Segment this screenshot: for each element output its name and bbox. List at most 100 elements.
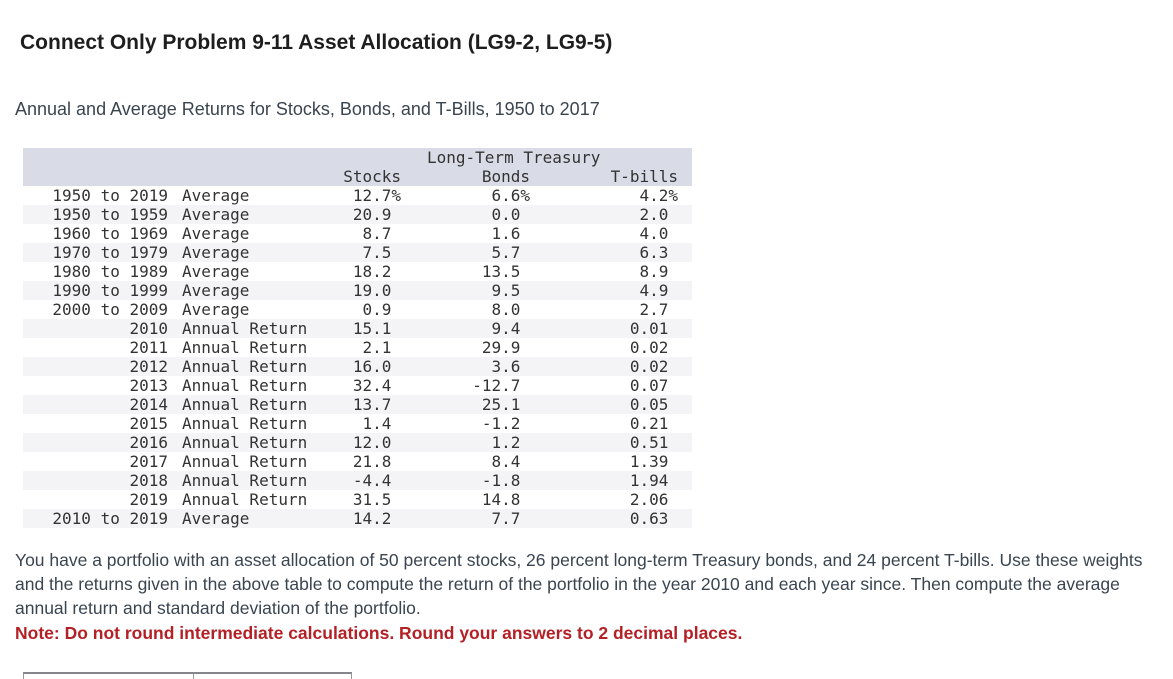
period-cell: 1980 to 1989 <box>52 262 168 281</box>
return-value-cell: 7.5 <box>362 243 392 262</box>
period-cell: 2016 <box>129 433 168 452</box>
period-cell: 2014 <box>129 395 168 414</box>
table-row: 2016 Annual Return 12.0 1.2 0.51 <box>23 433 692 452</box>
table-row: 2010 Annual Return 15.1 9.4 0.01 <box>23 319 692 338</box>
return-value-cell: 25.1 <box>481 395 521 414</box>
label-cell: Annual Return <box>182 433 308 452</box>
tbills-column-header: T-bills <box>610 167 678 186</box>
label-cell: Annual Return <box>182 452 308 471</box>
return-value-cell: 29.9 <box>481 338 521 357</box>
return-value-cell: 12.7% <box>352 186 402 205</box>
label-cell: Average <box>182 509 250 528</box>
return-value-cell: 14.8 <box>481 490 521 509</box>
table-row: 2018 Annual Return -4.4 -1.8 1.94 <box>23 471 692 490</box>
label-cell: Annual Return <box>182 395 308 414</box>
return-value-cell: -1.8 <box>481 471 521 490</box>
return-value-cell: 0.9 <box>362 300 392 319</box>
return-value-cell: 21.8 <box>352 452 392 471</box>
return-value-cell: 15.1 <box>352 319 392 338</box>
table-row: 1950 to 2019 Average 12.7% 6.6% 4.2% <box>23 186 692 205</box>
return-value-cell: 8.0 <box>491 300 521 319</box>
note-text: Note: Do not round intermediate calculat… <box>15 623 743 643</box>
label-cell: Average <box>182 224 250 243</box>
return-value-cell: 8.7 <box>362 224 392 243</box>
return-value-cell: 0.02 <box>629 338 669 357</box>
period-cell: 1990 to 1999 <box>52 281 168 300</box>
return-value-cell: -4.4 <box>352 471 392 490</box>
return-value-cell: 7.7 <box>491 509 521 528</box>
period-cell: 1960 to 1969 <box>52 224 168 243</box>
return-value-cell: 4.0 <box>639 224 669 243</box>
stocks-column-header: Stocks <box>343 167 401 186</box>
label-cell: Annual Return <box>182 471 308 490</box>
return-value-cell: 1.39 <box>629 452 669 471</box>
return-value-cell: 0.01 <box>629 319 669 338</box>
period-cell: 2017 <box>129 452 168 471</box>
period-cell: 2012 <box>129 357 168 376</box>
period-column-header <box>23 167 172 186</box>
period-cell: 2015 <box>129 414 168 433</box>
table-row: 2011 Annual Return 2.1 29.9 0.02 <box>23 338 692 357</box>
return-value-cell: 0.0 <box>491 205 521 224</box>
period-cell: 2013 <box>129 376 168 395</box>
table-row: 2010 to 2019 Average 14.2 7.7 0.63 <box>23 509 692 528</box>
return-value-cell: 5.7 <box>491 243 521 262</box>
column-header-row: Stocks Bonds T-bills <box>23 167 692 186</box>
return-value-cell: -12.7 <box>472 376 521 395</box>
label-cell: Average <box>182 205 250 224</box>
label-cell: Annual Return <box>182 490 308 509</box>
table-row: 1980 to 1989 Average 18.2 13.5 8.9 <box>23 262 692 281</box>
group-header-row: Long-Term Treasury <box>23 148 692 167</box>
return-value-cell: 13.5 <box>481 262 521 281</box>
return-value-cell: 9.5 <box>491 281 521 300</box>
table-row: 2000 to 2009 Average 0.9 8.0 2.7 <box>23 300 692 319</box>
returns-table-body: 1950 to 2019 Average 12.7% 6.6% 4.2% 1950 to … <box>23 186 692 528</box>
return-value-cell: 12.0 <box>352 433 392 452</box>
label-cell: Annual Return <box>182 414 308 433</box>
table-row: 1960 to 1969 Average 8.7 1.6 4.0 <box>23 224 692 243</box>
return-value-cell: 19.0 <box>352 281 392 300</box>
return-value-cell: 4.9 <box>639 281 669 300</box>
instructions-text: You have a portfolio with an asset alloc… <box>15 550 1143 618</box>
return-value-cell: 13.7 <box>352 395 392 414</box>
table-caption: Annual and Average Returns for Stocks, B… <box>15 99 600 119</box>
bonds-column-header: Bonds <box>481 167 530 186</box>
return-value-cell: 2.7 <box>639 300 669 319</box>
return-value-cell: 0.07 <box>629 376 669 395</box>
label-cell: Average <box>182 281 250 300</box>
answer-input-cell[interactable] <box>194 674 351 679</box>
return-value-cell: 0.05 <box>629 395 669 414</box>
period-cell: 2018 <box>129 471 168 490</box>
label-cell: Average <box>182 262 250 281</box>
table-row: 1950 to 1959 Average 20.9 0.0 2.0 <box>23 205 692 224</box>
period-cell: 1970 to 1979 <box>52 243 168 262</box>
return-value-cell: 0.02 <box>629 357 669 376</box>
label-cell: Average <box>182 300 250 319</box>
return-value-cell: -1.2 <box>481 414 521 433</box>
return-value-cell: 32.4 <box>352 376 392 395</box>
group-header-long-term-treasury: Long-Term Treasury <box>427 148 601 167</box>
return-value-cell: 1.4 <box>362 414 392 433</box>
return-value-cell: 8.9 <box>639 262 669 281</box>
period-cell: 2011 <box>129 338 168 357</box>
return-value-cell: 1.94 <box>629 471 669 490</box>
return-value-cell: 0.63 <box>629 509 669 528</box>
period-cell: 1950 to 1959 <box>52 205 168 224</box>
return-value-cell: 31.5 <box>352 490 392 509</box>
return-value-cell: 1.6 <box>491 224 521 243</box>
label-cell: Annual Return <box>182 376 308 395</box>
label-cell: Annual Return <box>182 319 308 338</box>
table-row: 2017 Annual Return 21.8 8.4 1.39 <box>23 452 692 471</box>
return-value-cell: 3.6 <box>491 357 521 376</box>
answer-table <box>23 672 352 679</box>
return-value-cell: 0.51 <box>629 433 669 452</box>
return-value-cell: 2.0 <box>639 205 669 224</box>
return-value-cell: 1.2 <box>491 433 521 452</box>
label-cell: Average <box>182 186 250 205</box>
table-row: 1990 to 1999 Average 19.0 9.5 4.9 <box>23 281 692 300</box>
table-row: 2019 Annual Return 31.5 14.8 2.06 <box>23 490 692 509</box>
return-value-cell: 0.21 <box>629 414 669 433</box>
answer-input-cell[interactable] <box>24 674 194 679</box>
table-row: 2014 Annual Return 13.7 25.1 0.05 <box>23 395 692 414</box>
returns-table: Long-Term Treasury Stocks Bonds T-bills … <box>23 148 692 528</box>
